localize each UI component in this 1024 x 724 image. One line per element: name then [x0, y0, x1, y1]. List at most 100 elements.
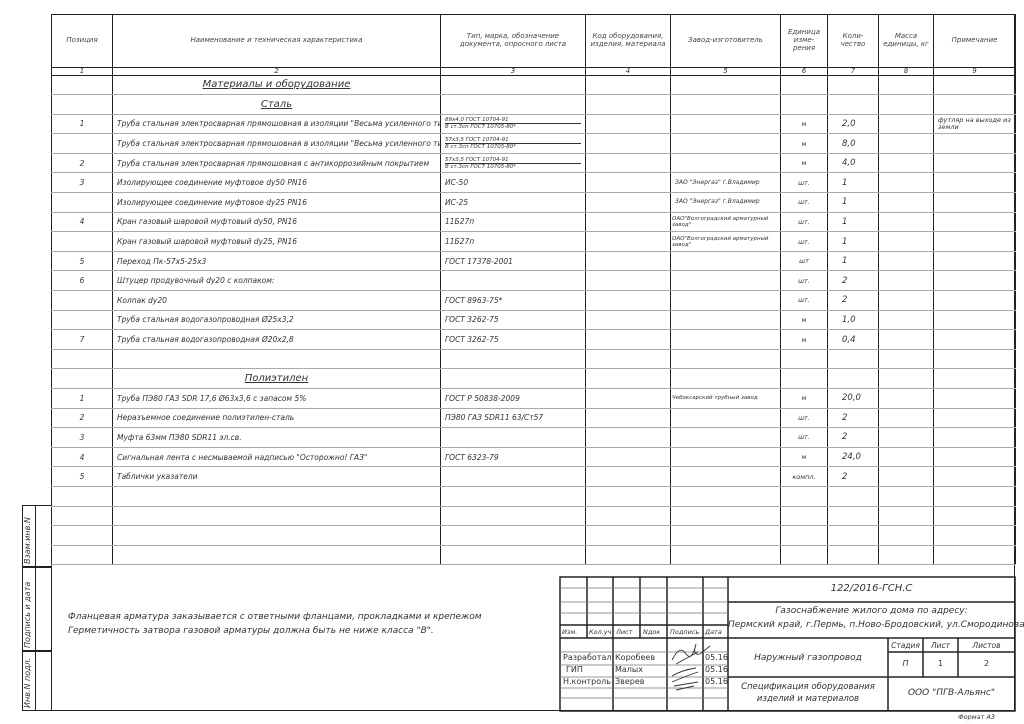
table-row: 1 Труба ПЭ80 ГАЗ SDR 17,6 Ø63х3,6 с запа… [51, 388, 1016, 409]
col-kol-uch: Кол.уч [589, 628, 612, 636]
note [933, 153, 1016, 174]
table-row: 2 Труба стальная электросварная прямошов… [51, 153, 1016, 174]
note [933, 447, 1016, 468]
stage-label: Стадия [891, 641, 920, 650]
note [933, 133, 1016, 154]
staff-role: Н.контроль [563, 677, 611, 686]
staff-name: Зверев [615, 677, 645, 686]
table-row: Труба стальная электросварная прямошовна… [51, 133, 1016, 154]
type: ГОСТ 3262-75 [445, 315, 499, 325]
table-row: 2 Неразъемное соединение полиэтилен-стал… [51, 408, 1016, 429]
table-row: 3 Изолирующее соединение муфтовое dу50 P… [51, 172, 1016, 194]
column-header: Единица изме-рения [780, 14, 828, 68]
table-row: 5 Переход Пк-57х5-25х3 ГОСТ 17378-2001 ш… [51, 251, 1016, 272]
section-heading-row: Материалы и оборудование [51, 75, 1016, 96]
staff-name: Малых [615, 665, 643, 674]
note [933, 466, 1016, 487]
note [933, 506, 1016, 527]
note [933, 545, 1016, 566]
section-heading: Сталь [260, 98, 293, 110]
table-row: 7 Труба стальная водогазопроводная Ø20х2… [51, 329, 1016, 350]
staff-role: Разработал [563, 653, 612, 662]
table-row: 6 Штуцер продувочный dу20 с колпаком: шт… [51, 270, 1016, 292]
note [933, 270, 1016, 292]
staff-date: 05.16 [705, 665, 728, 674]
staff-date: 05.16 [705, 677, 728, 686]
note [933, 427, 1016, 448]
table-row: Кран газовый шаровой муфтовый dу25, PN16… [51, 231, 1016, 252]
manufacturer: ОАО"Волгоградский арматурный завод" [670, 231, 781, 252]
column-header: Тип, марка, обозначение документа, опрос… [440, 14, 586, 68]
section-heading-row: Полиэтилен [51, 368, 1016, 389]
object-name: Наружный газопровод [754, 653, 862, 663]
note [933, 388, 1016, 409]
type: ГОСТ Р 50838-2009 [445, 393, 520, 403]
type: ГОСТ 8963-75* [445, 295, 503, 305]
col-ndok: Nдок [643, 628, 661, 636]
note [933, 310, 1016, 331]
table-row: Изолирующее соединение муфтовое dу25 PN1… [51, 192, 1016, 213]
col-list: Лист [616, 628, 633, 636]
sheets-value: 2 [983, 659, 990, 668]
type: ГОСТ 17378-2001 [445, 256, 513, 266]
note [933, 172, 1016, 194]
header-row: Позиция Наименование и техническая характ… [51, 14, 1016, 68]
note [933, 290, 1016, 311]
table-row [51, 525, 1016, 546]
table-row: 4 Сигнальная лента с несмываемой надпись… [51, 447, 1016, 468]
staff-name: Коробеев [615, 653, 656, 662]
type-line-1: 89х4,0 ГОСТ 10704-91 [445, 117, 581, 125]
note-2: Герметичность затвора газовой арматуры д… [68, 626, 434, 636]
project-line-2: Пермский край, г.Пермь, п.Ново-Бродовски… [728, 620, 1024, 630]
type-line-1: 57х3,5 ГОСТ 10704-91 [445, 137, 581, 145]
table-row [51, 545, 1016, 566]
doc-title-2: изделий и материалов [756, 694, 860, 704]
note [933, 251, 1016, 272]
col-sign: Подпись [670, 628, 700, 636]
type: 11Б27п [445, 237, 475, 247]
column-number: 9 [933, 67, 1016, 76]
company-name: ООО "ПГВ-Альянс" [907, 688, 996, 698]
table-row: 4 Кран газовый шаровой муфтовый dу50, PN… [51, 212, 1016, 233]
note [933, 408, 1016, 429]
col-izm: Изм. [562, 628, 578, 636]
type: ГОСТ 6323-79 [445, 452, 499, 462]
type: ГОСТ 3262-75 [445, 335, 499, 345]
column-header: Примечание [933, 14, 1016, 68]
note [933, 212, 1016, 233]
project-line-1: Газоснабжение жилого дома по адресу: [775, 606, 968, 616]
type: ИС-50 [445, 178, 469, 188]
type-line-1: 57х3,5 ГОСТ 10704-91 [445, 157, 581, 164]
signature-scribbles [671, 643, 711, 691]
table-row: Труба стальная водогазопроводная Ø25х3,2… [51, 310, 1016, 331]
section-heading: Материалы и оборудование [202, 79, 351, 91]
table-row [51, 349, 1016, 370]
note [933, 329, 1016, 350]
table-row [51, 506, 1016, 527]
column-header: Код оборудования, изделия, материала [585, 14, 671, 68]
column-header: Наименование и техническая характеристик… [112, 14, 441, 68]
section-heading-row: Сталь [51, 94, 1016, 115]
note: футляр на выходе из земли [933, 114, 1016, 135]
sheets-label: Листов [972, 641, 1001, 650]
note [933, 486, 1016, 507]
type: 11Б27п [445, 217, 475, 227]
stage-value: П [902, 659, 909, 668]
table-row [51, 486, 1016, 507]
type-line-2: В ст.3сп ГОСТ 10705-80* [445, 163, 516, 170]
note-1: Фланцевая арматура заказывается с ответн… [68, 612, 482, 622]
column-header: Завод-изготовитель [670, 14, 781, 68]
note [933, 231, 1016, 252]
type-line-2: В ст.3сп ГОСТ 10705-80* [445, 144, 516, 151]
column-header: Позиция [51, 14, 113, 68]
type: ИС-25 [445, 197, 469, 207]
col-date: Дата [705, 628, 722, 636]
staff-role: ГИП [566, 665, 583, 674]
section-heading: Полиэтилен [244, 373, 309, 385]
staff-date: 05.16 [705, 653, 728, 662]
format-label: Формат А3 [958, 713, 996, 721]
specification-table: Позиция Наименование и техническая характ… [51, 14, 1016, 566]
type: ПЭ80 ГАЗ SDR11 63/Ст57 [445, 413, 544, 423]
